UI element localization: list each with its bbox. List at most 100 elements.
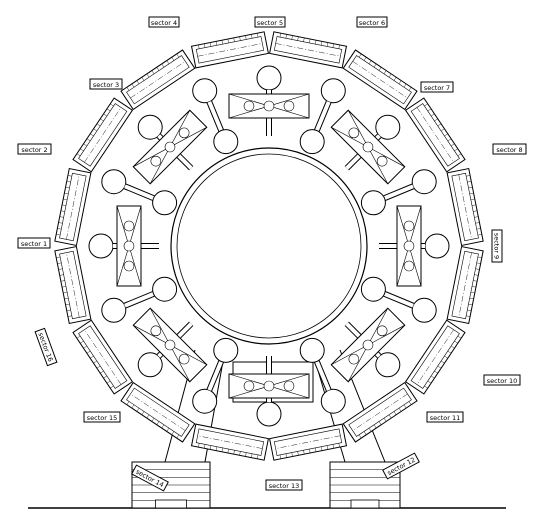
beam-tick: [427, 108, 432, 112]
beam-tick: [444, 133, 448, 137]
beam-tick: [358, 53, 362, 58]
beam-tick: [326, 42, 329, 47]
beam-tick: [57, 228, 62, 230]
sector-label-10: sector 10: [483, 374, 521, 386]
sector-label-8: sector 8: [492, 143, 527, 155]
sector-beam: [268, 423, 348, 461]
beam-tick: [457, 335, 462, 339]
beam-tick: [441, 128, 445, 132]
inner-beam: [396, 205, 422, 287]
sector-beam: [54, 167, 92, 247]
beam-tick: [408, 87, 412, 91]
beam-tick: [176, 53, 180, 58]
inner-frame-ring: [113, 90, 425, 402]
joint-node: [411, 169, 437, 195]
beam-tick: [466, 175, 471, 177]
beam-tick: [398, 408, 402, 412]
inner-beam-hole: [283, 100, 295, 112]
joint-node: [256, 401, 282, 427]
beam-tick: [388, 73, 392, 78]
beam-tick: [171, 431, 175, 435]
inner-beam-hole: [123, 260, 135, 272]
beam-tick: [363, 57, 367, 61]
inner-joint-node: [360, 276, 386, 302]
sector-label-text: sector 7: [424, 84, 450, 92]
joint-node: [256, 65, 282, 91]
beam-tick: [126, 87, 130, 91]
inner-beam: [330, 307, 406, 383]
beam-tick: [474, 216, 479, 218]
beam-tick: [141, 77, 145, 81]
beam-tick: [161, 63, 165, 68]
beam-tick: [67, 175, 72, 177]
sector-beam: [72, 97, 134, 173]
sector-label-text: sector 13: [269, 482, 300, 490]
beam-tick: [315, 40, 317, 45]
beam-tick: [90, 133, 94, 137]
beam-tick: [86, 350, 91, 354]
beam-tick: [56, 234, 61, 236]
beam-tick: [100, 118, 104, 122]
inner-beam-hole: [123, 240, 135, 252]
beam-tick: [315, 447, 317, 452]
foot-pad: [154, 499, 187, 509]
sector-beam: [120, 49, 196, 111]
inner-beam-hole: [164, 141, 176, 153]
beam-tick: [378, 421, 382, 425]
beam-tick: [83, 345, 87, 349]
beam-tick: [64, 192, 69, 195]
beam-tick: [447, 138, 452, 142]
sector-label-11: sector 11: [426, 411, 464, 423]
inner-beam-hole: [178, 127, 190, 139]
beam-tick: [279, 454, 281, 459]
sector-beam: [120, 381, 196, 443]
beam-tick: [239, 36, 241, 41]
inner-beam-hole: [263, 380, 275, 392]
beam-tick: [257, 454, 259, 459]
inner-joint-node: [299, 337, 325, 363]
beam-tick: [434, 370, 438, 374]
sector-label-9: sector 9: [491, 229, 503, 263]
beam-tick: [100, 370, 104, 374]
beam-tick: [393, 411, 397, 415]
sector-label-text: sector 15: [87, 414, 118, 422]
beam-tick: [126, 401, 130, 405]
beam-tick: [378, 67, 382, 71]
beam-tick: [373, 424, 377, 429]
beam-tick: [171, 57, 175, 61]
beam-tick: [388, 414, 392, 419]
beam-tick: [434, 118, 438, 122]
beam-tick: [60, 210, 65, 212]
beam-tick: [251, 453, 253, 458]
beam-tick: [431, 113, 435, 117]
sector-label-16: sector 16: [34, 327, 58, 367]
beam-tick: [467, 181, 472, 183]
sector-label-7: sector 7: [420, 81, 454, 93]
sector-label-text: sector 1: [21, 240, 47, 248]
inner-beam: [330, 109, 406, 185]
beam-tick: [471, 204, 476, 206]
beam-tick: [96, 123, 101, 127]
beam-tick: [363, 431, 367, 435]
beam-tick: [166, 428, 170, 432]
inner-beam-hole: [123, 220, 135, 232]
beam-inner: [126, 387, 190, 437]
beam-tick: [76, 153, 81, 157]
beam-tick: [437, 365, 442, 369]
beam-tick: [451, 143, 455, 147]
outer-sector-ring: [54, 31, 484, 461]
beam-tick: [80, 148, 84, 152]
beam-tick: [221, 40, 223, 45]
beam-tick: [93, 128, 97, 132]
sector-label-text: sector 2: [21, 146, 47, 154]
beam-tick: [110, 385, 114, 389]
beam-tick: [58, 268, 63, 270]
inner-joint-node: [213, 129, 239, 155]
central-bore: [170, 147, 368, 345]
beam-tick: [60, 280, 65, 282]
beam-tick: [96, 365, 101, 369]
joint-node: [320, 388, 346, 414]
beam-tick: [476, 262, 481, 264]
beam-tick: [303, 450, 305, 455]
